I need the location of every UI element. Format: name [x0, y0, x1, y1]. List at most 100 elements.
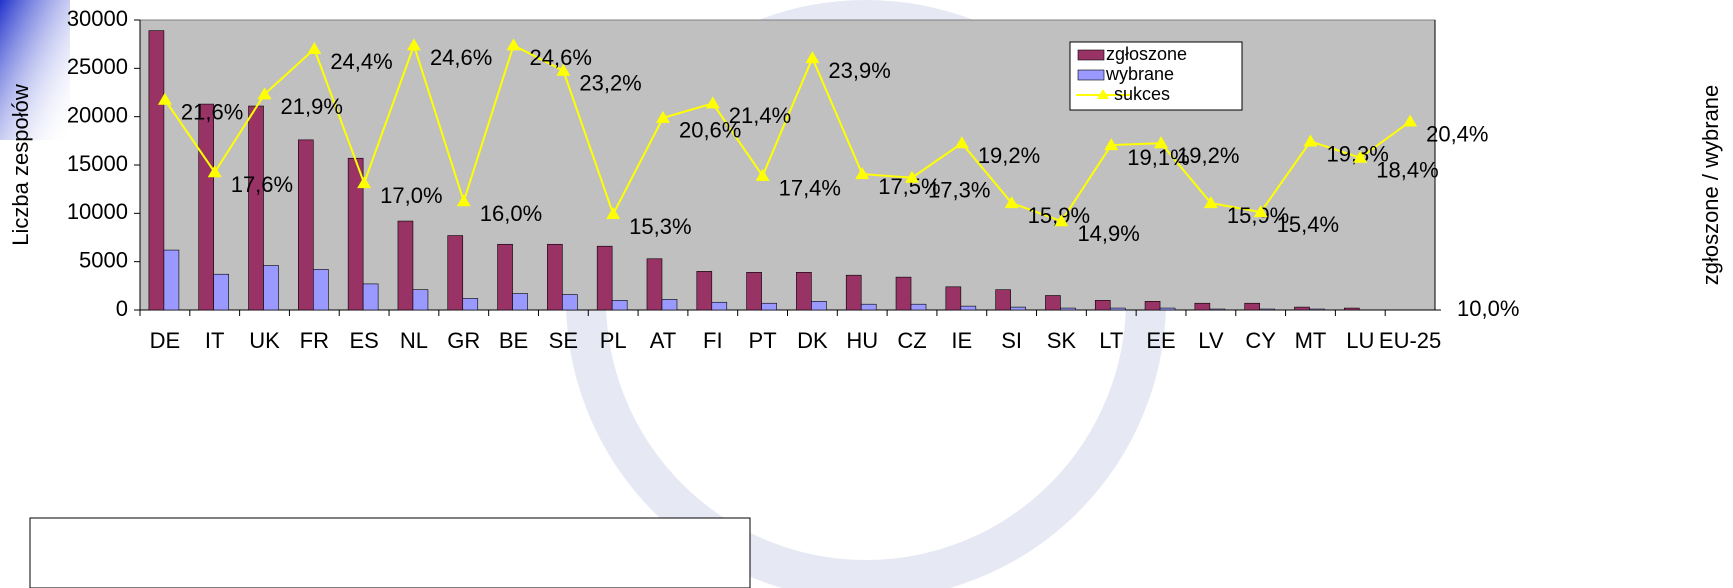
marker: [655, 110, 670, 123]
x-tick-label: IE: [951, 328, 972, 353]
x-tick-label: BE: [499, 328, 528, 353]
bar: [711, 301, 728, 311]
marker: [1004, 196, 1019, 209]
bar: [298, 139, 314, 311]
bar: [313, 269, 329, 311]
x-tick-label: GR: [447, 328, 480, 353]
bar: [811, 300, 827, 311]
y-tick-label: 15000: [67, 151, 128, 176]
data-label: 17,6%: [231, 172, 293, 197]
legend-swatch: [1077, 69, 1105, 81]
decoration: [0, 0, 70, 140]
bar: [512, 293, 528, 311]
data-label: 15,3%: [629, 214, 691, 239]
bar: [1309, 308, 1325, 311]
bar: [163, 249, 180, 311]
bar: [1209, 308, 1226, 311]
bar: [1294, 306, 1310, 311]
marker: [357, 176, 372, 189]
y-axis-title: Liczba zespołów: [8, 84, 33, 246]
data-label: 16,0%: [480, 201, 542, 226]
marker: [855, 167, 870, 180]
marker: [406, 38, 421, 51]
bar: [462, 298, 479, 311]
x-tick-label: AT: [650, 328, 676, 353]
bar: [696, 271, 713, 311]
data-label: 24,6%: [530, 45, 592, 70]
x-tick-label: SE: [549, 328, 578, 353]
bar: [611, 300, 628, 311]
bar: [761, 302, 777, 311]
bar: [1244, 302, 1260, 311]
marker: [905, 170, 920, 183]
marker: [207, 165, 222, 178]
x-tick-label: CY: [1245, 328, 1276, 353]
x-tick-label: DK: [797, 328, 828, 353]
marker: [257, 87, 272, 100]
y-tick-label: 25000: [67, 54, 128, 79]
bar: [646, 258, 663, 311]
bar: [248, 105, 264, 311]
marker: [307, 42, 322, 54]
marker: [1403, 114, 1418, 127]
x-tick-label: MT: [1295, 328, 1327, 353]
x-tick-label: NL: [400, 328, 428, 353]
data-label: 21,6%: [181, 100, 243, 125]
data-label: 24,4%: [330, 49, 392, 74]
data-label: 19,2%: [1177, 143, 1239, 168]
bar: [447, 235, 464, 311]
empty-box: [29, 517, 751, 588]
bar: [1060, 307, 1076, 311]
bar: [1144, 300, 1161, 311]
bar: [995, 289, 1011, 311]
legend-label: wybrane: [1105, 64, 1174, 84]
x-tick-label: EE: [1146, 328, 1175, 353]
bar: [1045, 295, 1061, 311]
bar: [1343, 307, 1360, 311]
data-label: 14,9%: [1077, 221, 1139, 246]
legend-swatch: [1077, 49, 1105, 61]
bar: [1010, 306, 1026, 311]
x-tick-label: PT: [749, 328, 777, 353]
x-tick-label: LV: [1198, 328, 1224, 353]
bar: [960, 305, 977, 311]
bar: [661, 299, 678, 311]
x-tick-label: ES: [349, 328, 378, 353]
marker: [157, 92, 172, 105]
bar: [796, 271, 812, 311]
x-tick-label: CZ: [897, 328, 926, 353]
marker: [705, 96, 720, 109]
bar: [412, 289, 429, 311]
x-tick-label: FI: [703, 328, 723, 353]
bar: [945, 286, 962, 311]
bar: [1094, 300, 1111, 311]
y-tick-label: 0: [116, 296, 128, 321]
x-tick-label: SI: [1001, 328, 1022, 353]
y-tick-label: 10000: [67, 199, 128, 224]
bar: [1109, 307, 1126, 311]
x-tick-label: EU-25: [1379, 328, 1441, 353]
marker: [556, 63, 571, 76]
x-tick-label: UK: [249, 328, 280, 353]
bar: [895, 276, 912, 311]
marker: [1353, 150, 1368, 163]
legend-label: zgłoszone: [1106, 44, 1187, 64]
bar: [547, 243, 563, 311]
marker: [1303, 134, 1318, 147]
bar: [910, 303, 927, 311]
data-label: 24,6%: [430, 45, 492, 70]
bar: [1259, 308, 1275, 311]
x-tick-label: DE: [150, 328, 181, 353]
line: [164, 42, 1411, 223]
data-label: 17,0%: [380, 183, 442, 208]
marker: [1054, 214, 1069, 227]
marker: [1203, 196, 1218, 209]
x-tick-label: IT: [205, 328, 225, 353]
bar: [263, 265, 279, 311]
x-tick-label: FR: [300, 328, 329, 353]
bar: [1194, 302, 1211, 311]
y2-tick-label: 10,0%: [1457, 296, 1519, 321]
data-label: 18,4%: [1376, 158, 1438, 183]
